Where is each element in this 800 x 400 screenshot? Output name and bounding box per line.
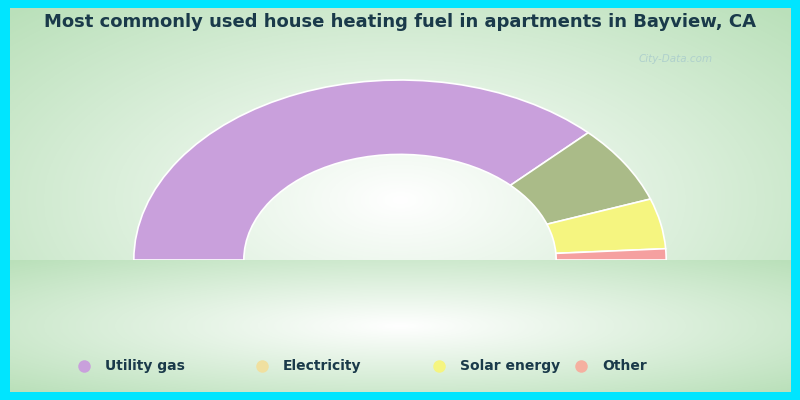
Text: Most commonly used house heating fuel in apartments in Bayview, CA: Most commonly used house heating fuel in… (44, 13, 756, 31)
Wedge shape (547, 199, 666, 253)
Text: Solar energy: Solar energy (460, 358, 561, 373)
Text: City-Data.com: City-Data.com (638, 54, 712, 64)
Text: Other: Other (602, 358, 647, 373)
Wedge shape (510, 133, 650, 224)
Text: Electricity: Electricity (283, 358, 362, 373)
Wedge shape (134, 80, 588, 260)
Wedge shape (556, 249, 666, 260)
Bar (10, 260, 790, 392)
Text: Utility gas: Utility gas (106, 358, 186, 373)
